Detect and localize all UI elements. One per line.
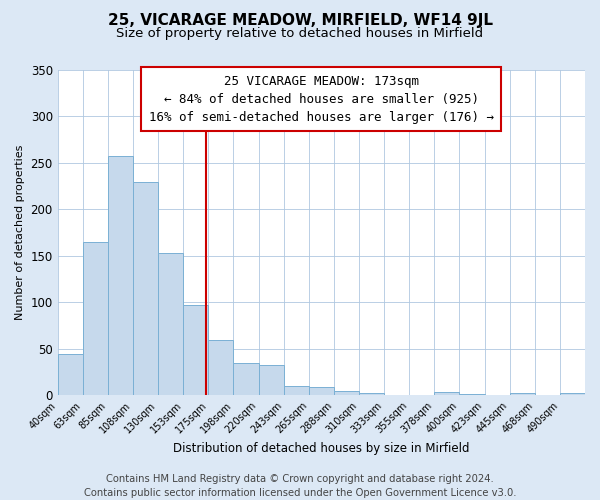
Bar	[460, 394, 485, 396]
Bar	[259, 364, 284, 396]
Bar	[183, 305, 208, 396]
Text: Contains HM Land Registry data © Crown copyright and database right 2024.
Contai: Contains HM Land Registry data © Crown c…	[84, 474, 516, 498]
Bar	[133, 182, 158, 396]
Bar	[509, 394, 535, 396]
X-axis label: Distribution of detached houses by size in Mirfield: Distribution of detached houses by size …	[173, 442, 470, 455]
Bar	[359, 394, 384, 396]
Bar	[158, 253, 183, 396]
Text: 25 VICARAGE MEADOW: 173sqm
← 84% of detached houses are smaller (925)
16% of sem: 25 VICARAGE MEADOW: 173sqm ← 84% of deta…	[149, 75, 494, 124]
Y-axis label: Number of detached properties: Number of detached properties	[15, 145, 25, 320]
Bar	[208, 340, 233, 396]
Text: 25, VICARAGE MEADOW, MIRFIELD, WF14 9JL: 25, VICARAGE MEADOW, MIRFIELD, WF14 9JL	[107, 12, 493, 28]
Bar	[434, 392, 460, 396]
Bar	[108, 156, 133, 396]
Text: Size of property relative to detached houses in Mirfield: Size of property relative to detached ho…	[116, 28, 484, 40]
Bar	[58, 354, 83, 396]
Bar	[560, 394, 585, 396]
Bar	[334, 390, 359, 396]
Bar	[233, 363, 259, 396]
Bar	[284, 386, 309, 396]
Bar	[309, 387, 334, 396]
Bar	[83, 242, 108, 396]
